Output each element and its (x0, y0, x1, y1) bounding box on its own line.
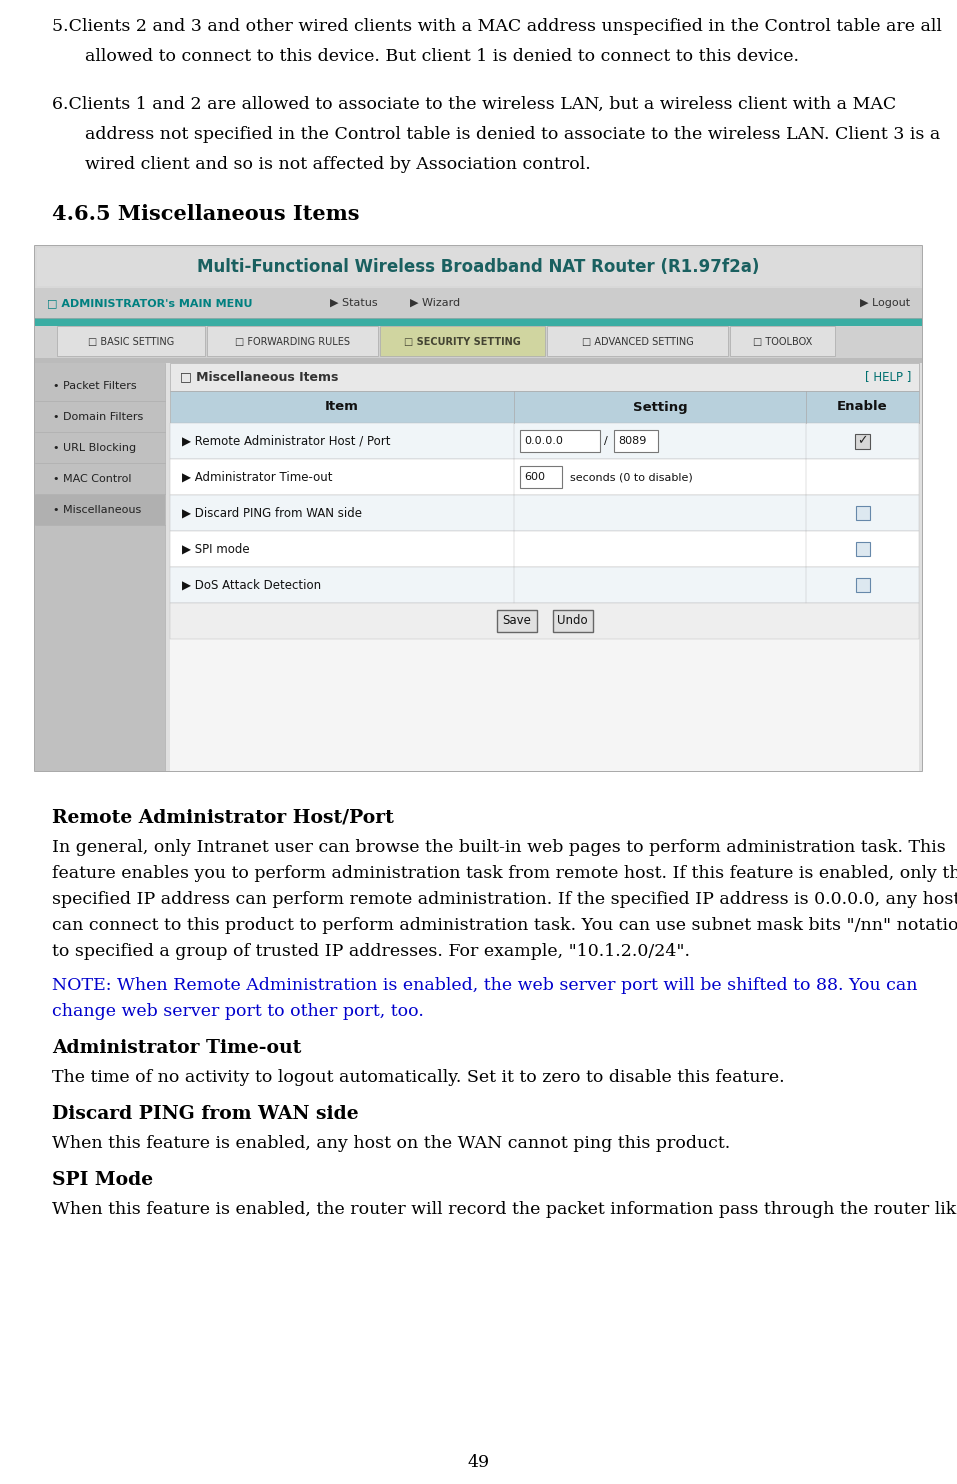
Text: ✓: ✓ (857, 435, 868, 448)
Text: ▶ Administrator Time-out: ▶ Administrator Time-out (182, 470, 332, 484)
Text: [ HELP ]: [ HELP ] (864, 371, 911, 383)
Text: Enable: Enable (837, 401, 888, 414)
Bar (170, 423, 919, 459)
Text: ▶ DoS Attack Detection: ▶ DoS Attack Detection (182, 579, 322, 592)
Bar (35, 402, 165, 432)
Bar (856, 542, 870, 556)
Text: 49: 49 (467, 1454, 490, 1471)
Bar (552, 610, 592, 632)
Bar (170, 390, 919, 423)
Text: 5.Clients 2 and 3 and other wired clients with a MAC address unspecified in the : 5.Clients 2 and 3 and other wired client… (52, 18, 942, 36)
Text: wired client and so is not affected by Association control.: wired client and so is not affected by A… (85, 156, 590, 174)
Text: Item: Item (325, 401, 359, 414)
Text: can connect to this product to perform administration task. You can use subnet m: can connect to this product to perform a… (52, 917, 957, 933)
Bar (35, 371, 165, 401)
Text: □ TOOLBOX: □ TOOLBOX (753, 337, 812, 347)
Text: • Packet Filters: • Packet Filters (53, 381, 137, 390)
Bar (730, 326, 835, 356)
Text: Administrator Time-out: Administrator Time-out (52, 1039, 301, 1057)
Text: In general, only Intranet user can browse the built-in web pages to perform admi: In general, only Intranet user can brows… (52, 838, 946, 856)
Text: Setting: Setting (633, 401, 687, 414)
Bar (170, 364, 919, 390)
Bar (35, 288, 922, 318)
Bar (35, 246, 922, 772)
Bar (57, 326, 205, 356)
Bar (170, 567, 919, 603)
Text: 600: 600 (524, 472, 545, 482)
Text: seconds (0 to disable): seconds (0 to disable) (570, 472, 693, 482)
Bar (547, 326, 728, 356)
Text: ▶ SPI mode: ▶ SPI mode (182, 543, 250, 555)
Bar (35, 364, 165, 772)
Bar (170, 364, 919, 772)
Bar (170, 531, 919, 567)
Text: 0.0.0.0: 0.0.0.0 (524, 436, 563, 447)
Bar (380, 326, 545, 356)
Text: □ ADMINISTRATOR's MAIN MENU: □ ADMINISTRATOR's MAIN MENU (47, 298, 253, 309)
Text: When this feature is enabled, the router will record the packet information pass: When this feature is enabled, the router… (52, 1201, 957, 1218)
Bar (170, 496, 919, 531)
Bar (614, 430, 658, 453)
Text: 8089: 8089 (618, 436, 646, 447)
Bar (170, 459, 919, 496)
Bar (856, 577, 870, 592)
Text: □ Miscellaneous Items: □ Miscellaneous Items (180, 371, 339, 383)
Bar (855, 433, 870, 448)
Bar (35, 246, 922, 288)
Text: The time of no activity to logout automatically. Set it to zero to disable this : The time of no activity to logout automa… (52, 1068, 785, 1086)
Text: □ SECURITY SETTING: □ SECURITY SETTING (404, 337, 521, 347)
Bar (35, 433, 165, 463)
Text: Discard PING from WAN side: Discard PING from WAN side (52, 1106, 359, 1123)
Bar (856, 506, 870, 519)
Text: ▶ Discard PING from WAN side: ▶ Discard PING from WAN side (182, 506, 362, 519)
Text: SPI Mode: SPI Mode (52, 1171, 153, 1189)
Bar (35, 364, 922, 772)
Text: • URL Blocking: • URL Blocking (53, 444, 136, 453)
Text: 4.6.5 Miscellaneous Items: 4.6.5 Miscellaneous Items (52, 203, 360, 224)
Text: Undo: Undo (557, 614, 588, 628)
Text: When this feature is enabled, any host on the WAN cannot ping this product.: When this feature is enabled, any host o… (52, 1135, 730, 1152)
Bar (520, 466, 562, 488)
Bar (35, 496, 165, 525)
Text: allowed to connect to this device. But client 1 is denied to connect to this dev: allowed to connect to this device. But c… (85, 47, 799, 65)
Bar (37, 248, 920, 286)
Text: • MAC Control: • MAC Control (53, 473, 131, 484)
Bar (35, 326, 922, 358)
Bar (35, 358, 922, 364)
Text: □ FORWARDING RULES: □ FORWARDING RULES (235, 337, 350, 347)
Text: Multi-Functional Wireless Broadband NAT Router (R1.97f2a): Multi-Functional Wireless Broadband NAT … (197, 258, 760, 276)
Text: NOTE: When Remote Administration is enabled, the web server port will be shifted: NOTE: When Remote Administration is enab… (52, 976, 918, 994)
Text: /: / (604, 436, 612, 447)
Text: ▶ Remote Administrator Host / Port: ▶ Remote Administrator Host / Port (182, 435, 390, 448)
Text: specified IP address can perform remote administration. If the specified IP addr: specified IP address can perform remote … (52, 890, 957, 908)
Text: □ BASIC SETTING: □ BASIC SETTING (88, 337, 174, 347)
Bar (170, 603, 919, 640)
Bar (497, 610, 537, 632)
Bar (35, 464, 165, 494)
Text: • Miscellaneous: • Miscellaneous (53, 505, 142, 515)
Text: Remote Administrator Host/Port: Remote Administrator Host/Port (52, 809, 394, 827)
Text: to specified a group of trusted IP addresses. For example, "10.1.2.0/24".: to specified a group of trusted IP addre… (52, 942, 690, 960)
Text: Save: Save (502, 614, 531, 628)
Bar (207, 326, 378, 356)
Text: ▶ Logout: ▶ Logout (860, 298, 910, 309)
Bar (520, 430, 600, 453)
Text: □ ADVANCED SETTING: □ ADVANCED SETTING (582, 337, 694, 347)
Text: ▶ Status: ▶ Status (330, 298, 378, 309)
Text: change web server port to other port, too.: change web server port to other port, to… (52, 1003, 424, 1020)
Text: address not specified in the Control table is denied to associate to the wireles: address not specified in the Control tab… (85, 126, 940, 142)
Bar (35, 318, 922, 326)
Text: ▶ Wizard: ▶ Wizard (410, 298, 460, 309)
Text: feature enables you to perform administration task from remote host. If this fea: feature enables you to perform administr… (52, 865, 957, 881)
Text: 6.Clients 1 and 2 are allowed to associate to the wireless LAN, but a wireless c: 6.Clients 1 and 2 are allowed to associa… (52, 96, 897, 113)
Text: • Domain Filters: • Domain Filters (53, 413, 144, 421)
